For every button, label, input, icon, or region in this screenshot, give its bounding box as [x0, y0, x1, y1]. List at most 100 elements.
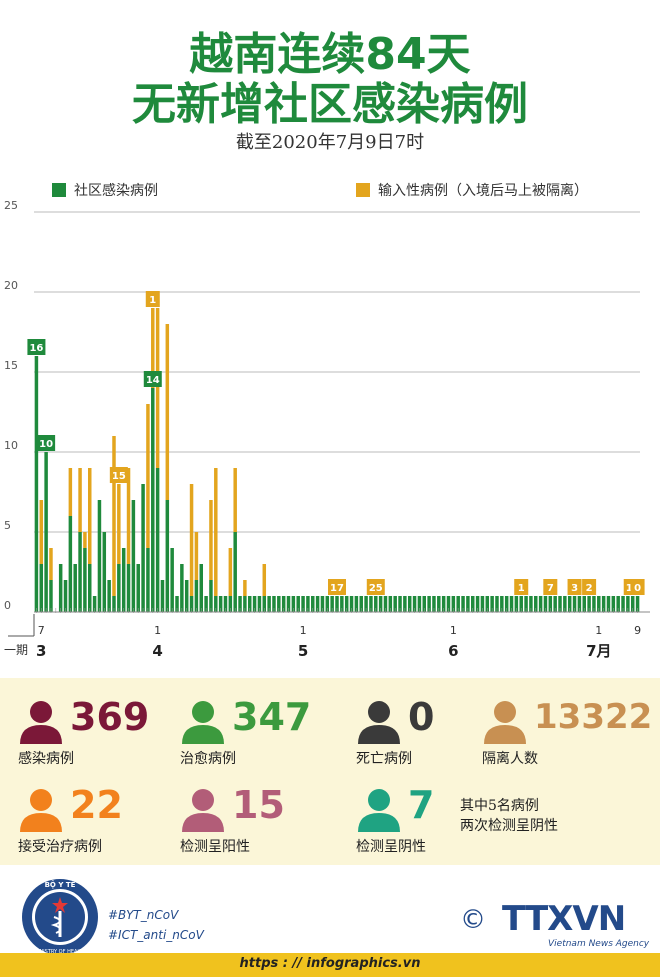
x-day-label: 1 — [300, 624, 307, 637]
website-link[interactable]: https : // infographics.vn — [239, 956, 421, 971]
bar-community — [504, 596, 509, 612]
y-tick-label: 5 — [4, 519, 11, 532]
bar-imported — [189, 484, 194, 596]
x-day-label: 1 — [450, 624, 457, 637]
date-subtitle: 截至2020年7月9日7时 — [235, 132, 425, 153]
data-label-box — [37, 435, 56, 451]
y-tick-label: 25 — [4, 200, 18, 212]
bar-community — [175, 596, 179, 612]
bar-community — [92, 596, 97, 612]
bar-community — [272, 596, 276, 612]
epidemic-bar-chart: 0510152025161015114172517321407111193456… — [4, 200, 650, 660]
person-icon — [358, 701, 400, 744]
stat-quarantine-label: 隔离人数 — [482, 751, 538, 767]
stat-treatment-label: 接受治疗病例 — [18, 839, 102, 855]
x-month-label: 7月 — [586, 642, 611, 660]
bar-imported — [126, 468, 131, 564]
bar-community — [83, 548, 87, 612]
bar-community — [325, 596, 330, 612]
bar-community — [257, 596, 262, 612]
bar-community — [572, 596, 577, 612]
stat-infected-label: 感染病例 — [18, 751, 74, 767]
bar-community — [141, 484, 145, 612]
bar-community — [296, 596, 300, 612]
bar-community — [340, 596, 344, 612]
x-day-label: 1 — [154, 624, 161, 637]
bar-community — [170, 548, 174, 612]
copyright-icon: © — [460, 905, 486, 935]
bar-imported — [39, 500, 44, 564]
person-icon — [484, 701, 526, 744]
stat-deaths-label: 死亡病例 — [356, 751, 412, 767]
legend-community-swatch — [52, 183, 66, 197]
bar-community — [214, 596, 218, 612]
x-day-label: 7 — [38, 624, 45, 637]
bar-community — [461, 596, 465, 612]
title-line-1: 越南连续84天 — [189, 29, 471, 80]
bar-community — [441, 596, 446, 612]
data-label: 14 — [146, 375, 160, 386]
data-label-box — [145, 291, 160, 307]
bar-community — [151, 388, 155, 612]
bar-community — [538, 596, 543, 612]
stats-panel: 369 感染病例 347 治愈病例 0 死亡病例 13322 隔离人数 22 接… — [0, 678, 660, 865]
ministry-of-health-logo: BỘ Y TẾ MINISTRY OF HEALTH — [22, 879, 98, 955]
bar-community — [601, 596, 606, 612]
bar-community — [597, 596, 601, 612]
bar-community — [238, 596, 242, 612]
legend-imported-label: 输入性病例（入境后马上被隔离） — [378, 183, 588, 199]
bar-community — [480, 596, 485, 612]
bar-community — [354, 596, 359, 612]
y-tick-label: 0 — [4, 599, 11, 612]
bar-community — [102, 532, 107, 612]
bar-community — [209, 580, 213, 612]
stat-infected-value: 369 — [70, 695, 150, 739]
bar-imported — [165, 324, 170, 500]
bar-community — [330, 596, 334, 612]
bar-community — [335, 596, 339, 612]
legend-imported-swatch — [356, 183, 370, 197]
data-label: 16 — [29, 343, 43, 354]
bar-community — [563, 596, 567, 612]
bar-community — [466, 596, 470, 612]
x-month-label: 5 — [298, 642, 308, 660]
bar-imported — [151, 308, 155, 388]
bar-community — [78, 532, 82, 612]
bar-community — [97, 500, 102, 612]
bar-community — [199, 564, 204, 612]
person-icon — [358, 789, 400, 832]
bar-imported — [112, 436, 116, 596]
bar-community — [364, 596, 368, 612]
bar-community — [223, 596, 228, 612]
data-label-box — [143, 371, 162, 387]
stat-deaths-value: 0 — [408, 695, 435, 739]
bar-community — [369, 596, 373, 612]
data-label-box — [109, 467, 128, 483]
bar-imported — [78, 468, 82, 532]
data-label-box — [630, 579, 645, 595]
data-label: 25 — [369, 583, 383, 594]
bar-community — [500, 596, 504, 612]
stat-recovered-value: 347 — [232, 695, 312, 739]
vna-label: Vietnam News Agency — [548, 939, 650, 949]
bar-community — [34, 356, 39, 612]
bar-community — [160, 580, 165, 612]
stat-quarantine-value: 13322 — [534, 697, 653, 737]
bar-community — [495, 596, 499, 612]
bar-community — [252, 596, 257, 612]
bar-community — [422, 596, 427, 612]
bar-community — [131, 500, 136, 612]
bar-community — [374, 596, 378, 612]
bar-community — [262, 596, 267, 612]
x-month-label: 4 — [152, 642, 162, 660]
bar-imported — [214, 468, 218, 596]
y-tick-label: 20 — [4, 279, 18, 292]
bar-community — [451, 596, 456, 612]
bar-community — [88, 564, 92, 612]
bar-community — [180, 564, 184, 612]
bar-imported — [233, 468, 237, 532]
hashtags: #BYT_nCoV #ICT_anti_nCoV — [108, 905, 204, 945]
y-tick-label: 10 — [4, 439, 18, 452]
bar-community — [490, 596, 494, 612]
bar-community — [63, 580, 68, 612]
